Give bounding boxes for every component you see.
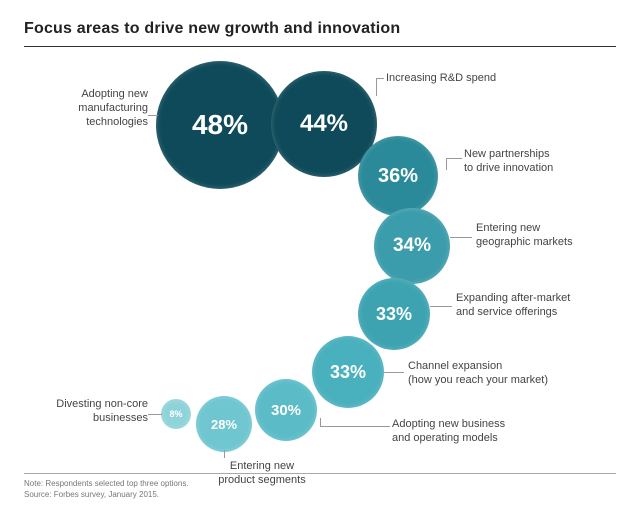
footer-rule	[24, 473, 616, 474]
leader-line	[430, 306, 452, 307]
leader-line	[148, 414, 162, 415]
bubble-label: Entering newgeographic markets	[476, 222, 606, 250]
bubble-value: 33%	[376, 304, 412, 325]
bubble-value: 44%	[300, 110, 348, 138]
footnote-line: Source: Forbes survey, January 2015.	[24, 489, 616, 500]
leader-line	[320, 418, 321, 426]
leader-line	[320, 426, 390, 427]
bubble-value: 28%	[211, 417, 237, 432]
leader-line	[224, 450, 225, 458]
infographic-container: Focus areas to drive new growth and inno…	[0, 0, 640, 512]
leader-line	[446, 158, 462, 159]
bubble-label: Adopting new manufacturingtechnologies	[22, 88, 148, 129]
bubble-b9: 8%	[161, 399, 191, 429]
bubble-value: 36%	[378, 165, 418, 188]
bubble-b1: 48%	[156, 61, 284, 189]
bubble-value: 48%	[192, 109, 248, 141]
bubble-label: Divesting non-corebusinesses	[38, 398, 148, 426]
bubble-label: Channel expansion(how you reach your mar…	[408, 360, 588, 388]
bubble-label: Increasing R&D spend	[386, 72, 536, 86]
leader-line	[384, 372, 404, 373]
bubble-value: 34%	[393, 235, 431, 257]
bubble-label: New partnershipsto drive innovation	[464, 148, 584, 176]
leader-line	[148, 115, 158, 116]
bubble-chart: 48% Adopting new manufacturingtechnologie…	[0, 0, 640, 512]
bubble-b6: 33%	[312, 336, 384, 408]
bubble-b5: 33%	[358, 278, 430, 350]
footnote-line: Note: Respondents selected top three opt…	[24, 478, 616, 489]
footnote: Note: Respondents selected top three opt…	[24, 473, 616, 500]
bubble-value: 8%	[169, 409, 182, 419]
bubble-value: 33%	[330, 362, 366, 383]
leader-line	[376, 78, 377, 96]
bubble-b4: 34%	[374, 208, 450, 284]
leader-line	[376, 78, 384, 79]
bubble-label: Expanding after-marketand service offeri…	[456, 292, 606, 320]
bubble-b7: 30%	[255, 379, 317, 441]
bubble-b8: 28%	[196, 396, 252, 452]
bubble-value: 30%	[271, 402, 301, 419]
leader-line	[450, 237, 472, 238]
leader-line	[446, 158, 447, 170]
bubble-b3: 36%	[358, 136, 438, 216]
bubble-label: Adopting new businessand operating model…	[392, 418, 552, 446]
